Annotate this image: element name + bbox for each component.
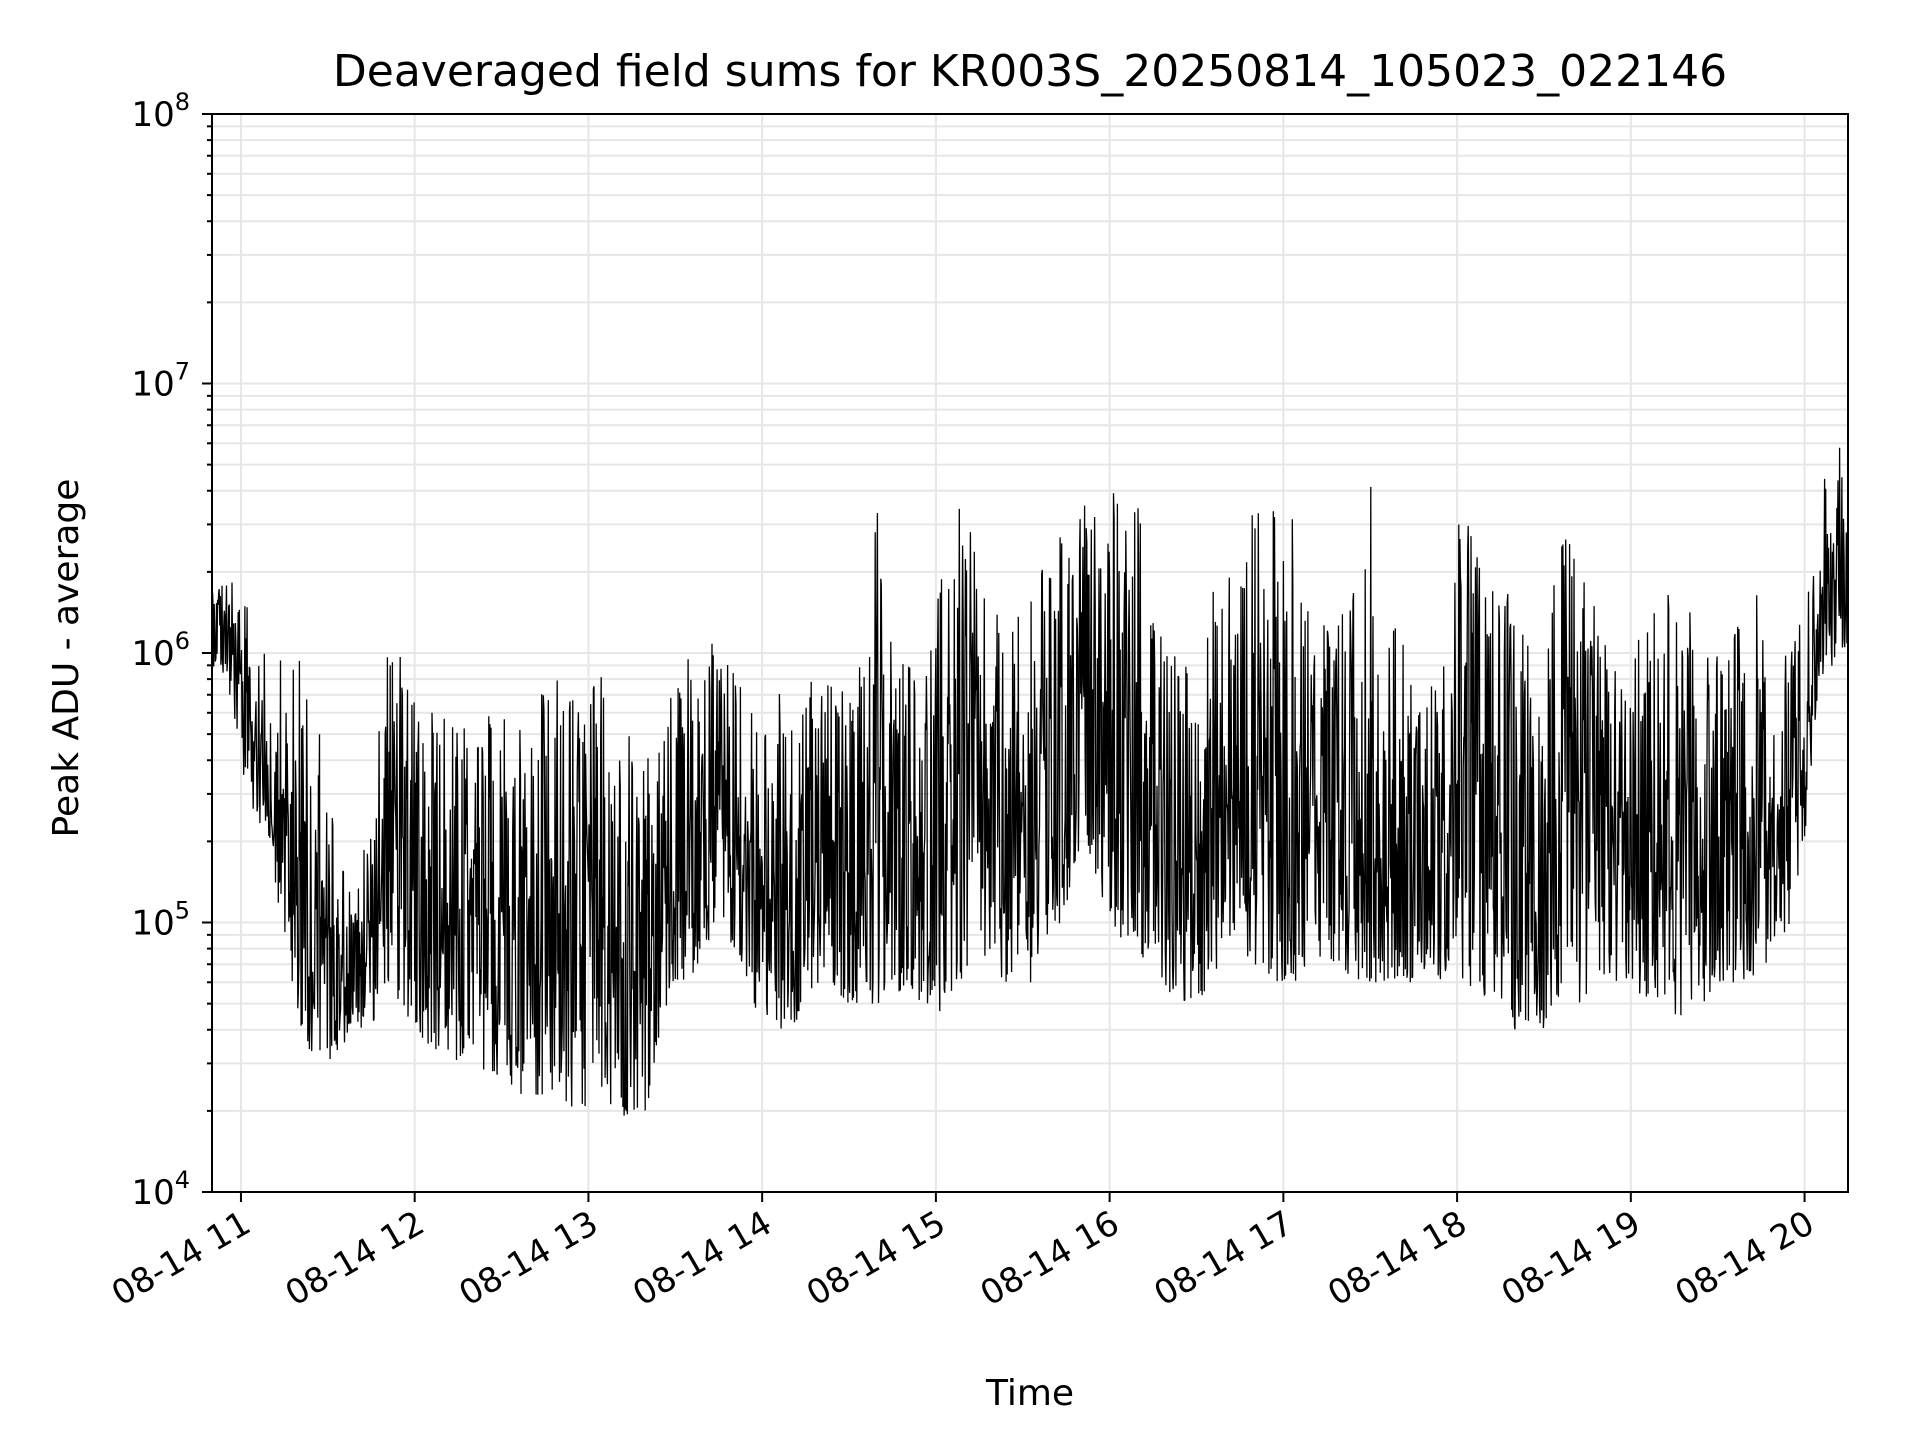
chart-title: Deaveraged field sums for KR003S_2025081…	[333, 46, 1727, 97]
y-tick-label: 104	[131, 1166, 190, 1213]
x-axis-label: Time	[985, 1373, 1074, 1414]
y-tick-label: 106	[131, 627, 190, 674]
y-tick-label: 107	[131, 358, 190, 405]
y-tick-label: 108	[131, 88, 190, 135]
series-line	[211, 447, 1849, 1116]
y-tick-label: 105	[131, 897, 190, 944]
series-line-group	[211, 447, 1849, 1116]
y-axis-label: Peak ADU - average	[46, 479, 87, 838]
